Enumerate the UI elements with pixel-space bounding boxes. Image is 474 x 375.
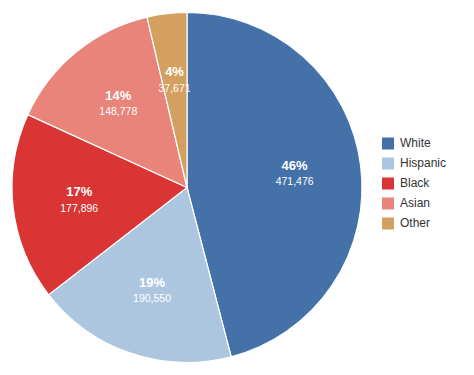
legend-label: Asian — [400, 196, 430, 210]
legend-label: Other — [400, 216, 430, 230]
legend: White Hispanic Black Asian Other — [382, 136, 446, 230]
legend-swatch — [382, 178, 394, 190]
value-label: 37,671 — [158, 82, 190, 94]
pie-slice — [147, 13, 187, 188]
value-label: 190,550 — [133, 292, 171, 304]
legend-item: Asian — [382, 196, 430, 210]
data-labels: 46% 471,476 19% 190,550 17% 177,896 14% 148,778… — [60, 64, 314, 304]
value-label: 471,476 — [276, 175, 314, 187]
value-label: 177,896 — [60, 202, 98, 214]
legend-swatch — [382, 158, 394, 170]
legend-label: Black — [400, 176, 430, 190]
legend-label: Hispanic — [400, 156, 446, 170]
legend-item: Other — [382, 216, 430, 230]
value-label: 148,778 — [99, 105, 137, 117]
chart: 46% 471,476 19% 190,550 17% 177,896 14% 148,778… — [0, 0, 474, 375]
legend-item: Hispanic — [382, 156, 446, 170]
share-label: 17% — [66, 184, 92, 199]
share-label: 46% — [282, 158, 308, 173]
share-label: 14% — [105, 88, 131, 103]
legend-item: Black — [382, 176, 430, 190]
legend-swatch — [382, 198, 394, 210]
share-label: 4% — [165, 64, 184, 79]
pie — [12, 13, 362, 363]
legend-swatch — [382, 218, 394, 230]
legend-swatch — [382, 138, 394, 150]
legend-label: White — [400, 136, 431, 150]
legend-item: White — [382, 136, 431, 150]
share-label: 19% — [139, 275, 165, 290]
